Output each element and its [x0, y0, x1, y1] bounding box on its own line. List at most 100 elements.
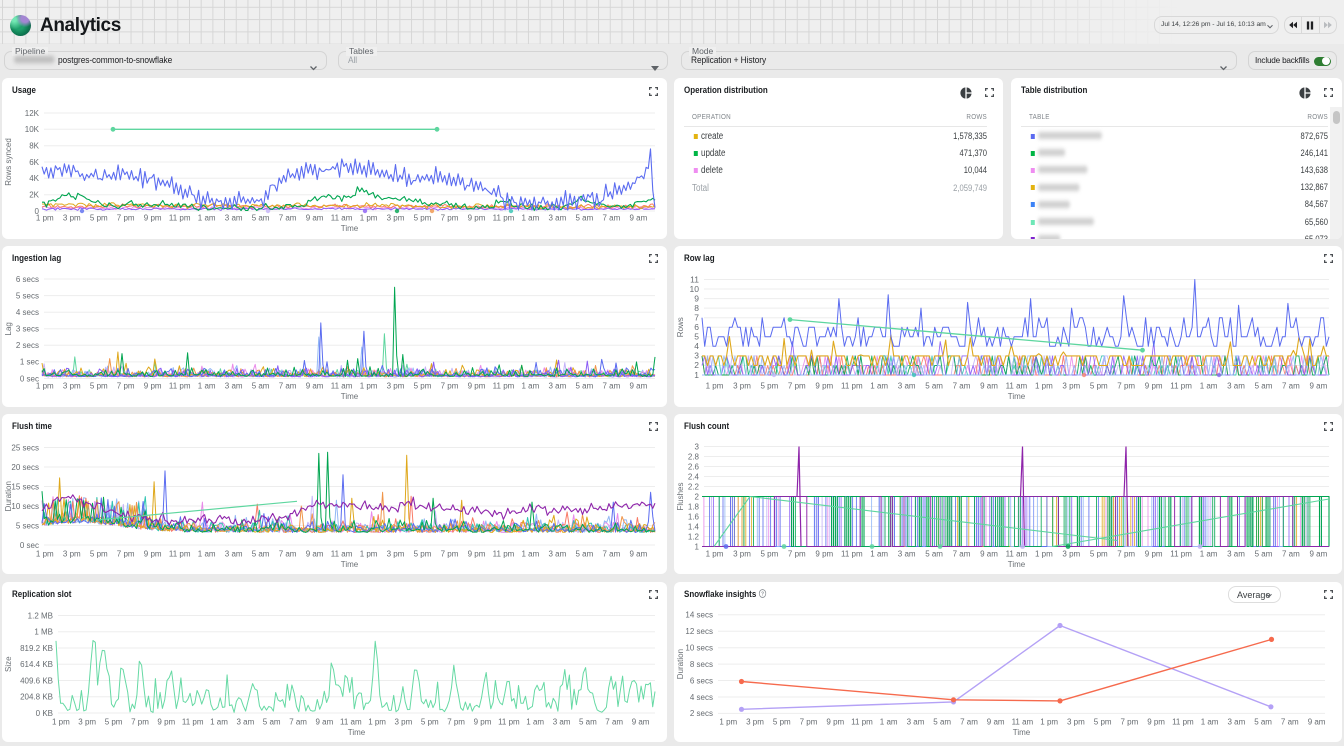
svg-text:9 pm: 9 pm: [815, 381, 833, 390]
svg-text:5 pm: 5 pm: [90, 549, 108, 558]
svg-text:11 am: 11 am: [1011, 717, 1033, 726]
svg-text:6 secs: 6 secs: [16, 274, 39, 283]
svg-text:5 pm: 5 pm: [90, 214, 108, 223]
svg-text:1 am: 1 am: [210, 717, 228, 726]
svg-text:1 pm: 1 pm: [719, 717, 737, 726]
svg-text:7 am: 7 am: [1280, 717, 1298, 726]
svg-text:1 am: 1 am: [522, 549, 540, 558]
svg-text:5 pm: 5 pm: [414, 549, 432, 558]
svg-text:Time: Time: [1007, 560, 1025, 569]
svg-text:9 pm: 9 pm: [144, 214, 162, 223]
svg-text:11 am: 11 am: [1005, 549, 1027, 558]
svg-text:3 am: 3 am: [906, 717, 924, 726]
svg-text:11 pm: 11 pm: [1172, 717, 1194, 726]
svg-text:11 pm: 11 pm: [1170, 381, 1192, 390]
svg-text:2 secs: 2 secs: [689, 709, 712, 718]
svg-text:3 pm: 3 pm: [733, 381, 751, 390]
svg-text:7 pm: 7 pm: [787, 381, 805, 390]
svg-text:9 pm: 9 pm: [144, 549, 162, 558]
svg-text:5 pm: 5 pm: [772, 717, 790, 726]
svg-text:7 am: 7 am: [603, 549, 621, 558]
svg-text:12 secs: 12 secs: [685, 627, 713, 636]
svg-text:11 pm: 11 pm: [840, 549, 862, 558]
svg-text:2K: 2K: [29, 191, 39, 200]
svg-text:9 pm: 9 pm: [144, 381, 162, 390]
svg-text:9 pm: 9 pm: [1144, 549, 1162, 558]
svg-text:1 pm: 1 pm: [705, 549, 723, 558]
svg-text:9 am: 9 am: [306, 381, 324, 390]
svg-text:9 pm: 9 pm: [468, 381, 486, 390]
svg-text:1 sec: 1 sec: [20, 357, 39, 366]
svg-text:1 MB: 1 MB: [34, 627, 53, 636]
svg-text:1 am: 1 am: [198, 381, 216, 390]
svg-text:7: 7: [694, 312, 699, 322]
svg-text:7 pm: 7 pm: [787, 549, 805, 558]
svg-text:11 pm: 11 pm: [169, 214, 191, 223]
svg-text:4 secs: 4 secs: [689, 692, 712, 701]
svg-text:5 pm: 5 pm: [760, 381, 778, 390]
svg-text:10: 10: [689, 283, 699, 293]
svg-text:3 pm: 3 pm: [1062, 381, 1080, 390]
svg-text:3 am: 3 am: [225, 381, 243, 390]
svg-text:9 pm: 9 pm: [1147, 717, 1165, 726]
svg-text:3 pm: 3 pm: [387, 549, 405, 558]
svg-text:7 pm: 7 pm: [117, 381, 135, 390]
svg-text:0 sec: 0 sec: [20, 374, 39, 383]
svg-text:11 am: 11 am: [1005, 381, 1027, 390]
svg-text:1 pm: 1 pm: [360, 549, 378, 558]
svg-text:5 am: 5 am: [252, 214, 270, 223]
svg-text:5 am: 5 am: [1254, 381, 1272, 390]
svg-text:1 am: 1 am: [198, 214, 216, 223]
svg-text:3 pm: 3 pm: [1062, 549, 1080, 558]
svg-text:3 am: 3 am: [553, 717, 571, 726]
svg-text:15 secs: 15 secs: [11, 482, 39, 491]
svg-text:5 am: 5 am: [263, 717, 281, 726]
svg-text:1 am: 1 am: [1200, 717, 1218, 726]
svg-text:Time: Time: [341, 224, 359, 233]
svg-text:Lag: Lag: [4, 322, 13, 335]
svg-text:Time: Time: [1012, 728, 1030, 737]
svg-text:6K: 6K: [29, 158, 39, 167]
svg-text:9 pm: 9 pm: [1144, 381, 1162, 390]
svg-text:9 am: 9 am: [980, 381, 998, 390]
svg-text:Time: Time: [341, 560, 359, 569]
svg-text:3 am: 3 am: [1227, 717, 1245, 726]
svg-text:1 pm: 1 pm: [36, 549, 54, 558]
svg-text:204.8 KB: 204.8 KB: [20, 692, 53, 701]
svg-text:7 pm: 7 pm: [447, 717, 465, 726]
svg-text:4 secs: 4 secs: [16, 308, 39, 317]
svg-text:3 pm: 3 pm: [733, 549, 751, 558]
svg-text:2.8: 2.8: [687, 452, 699, 461]
svg-text:5 pm: 5 pm: [414, 214, 432, 223]
svg-text:1 pm: 1 pm: [1035, 381, 1053, 390]
svg-text:5 am: 5 am: [576, 214, 594, 223]
svg-text:2 secs: 2 secs: [16, 341, 39, 350]
svg-text:1 pm: 1 pm: [360, 214, 378, 223]
svg-text:3 am: 3 am: [549, 214, 567, 223]
svg-text:11 am: 11 am: [331, 549, 353, 558]
svg-text:7 am: 7 am: [603, 214, 621, 223]
svg-text:1.4: 1.4: [687, 522, 699, 531]
svg-text:3 am: 3 am: [237, 717, 255, 726]
svg-text:9 pm: 9 pm: [468, 549, 486, 558]
svg-text:1 pm: 1 pm: [705, 381, 723, 390]
svg-text:3 am: 3 am: [897, 549, 915, 558]
svg-text:9 am: 9 am: [1309, 549, 1327, 558]
svg-text:7 pm: 7 pm: [117, 549, 135, 558]
svg-text:Time: Time: [341, 392, 359, 401]
svg-text:3 am: 3 am: [549, 381, 567, 390]
svg-text:3 am: 3 am: [549, 549, 567, 558]
svg-text:Time: Time: [1007, 392, 1025, 401]
svg-text:1 am: 1 am: [1199, 549, 1217, 558]
svg-text:7 pm: 7 pm: [117, 214, 135, 223]
svg-text:12K: 12K: [25, 109, 40, 118]
svg-text:10 secs: 10 secs: [685, 643, 713, 652]
svg-text:1 am: 1 am: [526, 717, 544, 726]
svg-text:7 pm: 7 pm: [1117, 381, 1135, 390]
svg-text:Duration: Duration: [676, 648, 685, 678]
svg-text:7 pm: 7 pm: [441, 214, 459, 223]
svg-text:11 pm: 11 pm: [1170, 549, 1192, 558]
svg-text:9 am: 9 am: [306, 549, 324, 558]
svg-text:409.6 KB: 409.6 KB: [20, 676, 53, 685]
svg-text:11 pm: 11 pm: [493, 549, 515, 558]
